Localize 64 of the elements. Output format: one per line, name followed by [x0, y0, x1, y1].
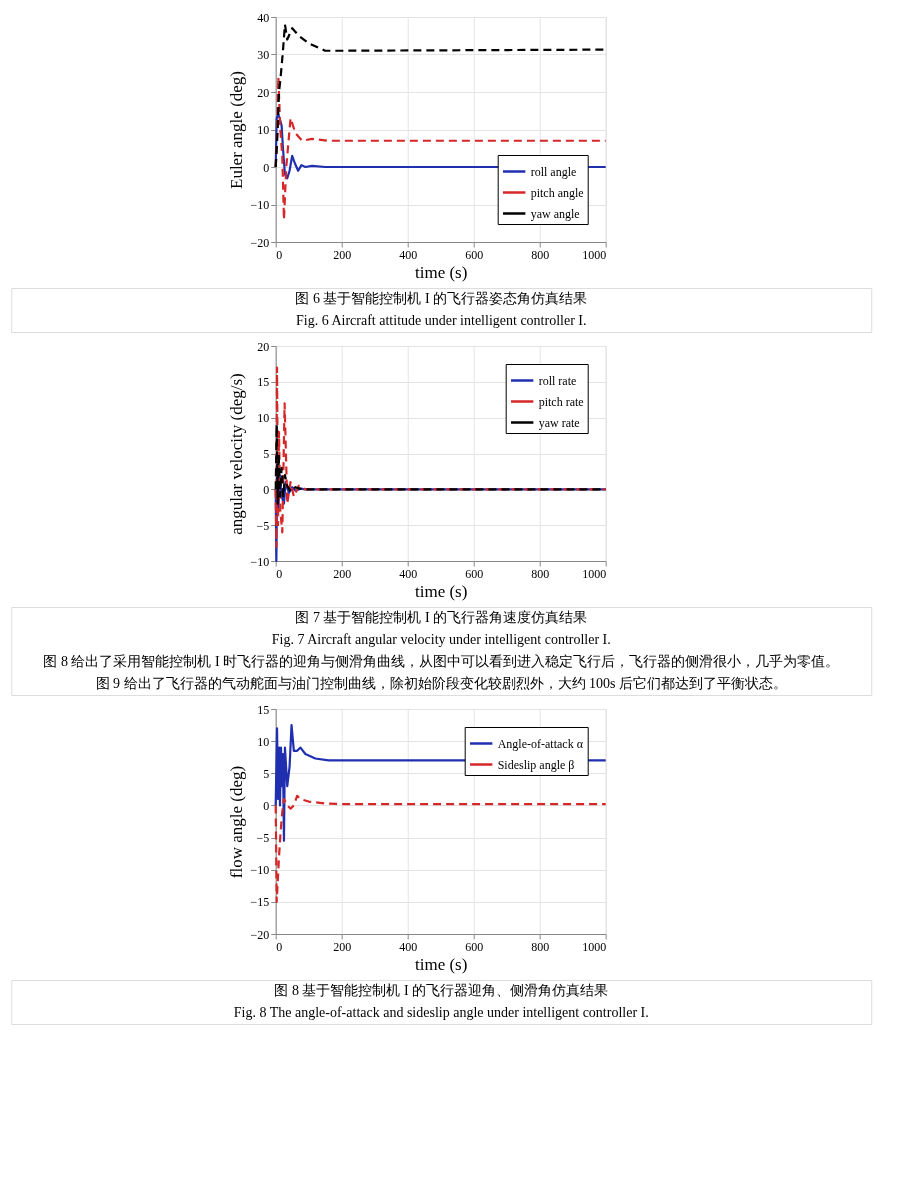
y-tick-label: 15 — [257, 375, 270, 390]
caption: Fig. 6 Aircraft attitude under intelligent controller I. — [296, 313, 587, 328]
y-tick-label: −10 — [250, 554, 270, 569]
legend-label: Sideslip angle β — [497, 757, 575, 772]
x-tick-label: 200 — [333, 939, 352, 954]
y-axis-title: Euler angle (deg) — [227, 71, 247, 189]
legend-label: Angle-of-attack α — [497, 736, 584, 751]
x-axis-title: time (s) — [415, 954, 468, 974]
y-tick-label: 0 — [263, 798, 270, 813]
y-tick-label: −5 — [256, 831, 270, 846]
x-tick-label: 600 — [465, 247, 484, 262]
y-tick-label: 0 — [263, 482, 270, 497]
x-tick-label: 400 — [399, 566, 418, 581]
x-tick-label: 400 — [399, 939, 418, 954]
y-tick-label: −20 — [250, 235, 270, 250]
caption: 图 7 基于智能控制机 I 的飞行器角速度仿真结果 — [295, 610, 588, 625]
caption: 图 6 基于智能控制机 I 的飞行器姿态角仿真结果 — [295, 291, 588, 306]
x-axis-title: time (s) — [415, 262, 468, 282]
caption: 图 8 给出了采用智能控制机 I 时飞行器的迎角与侧滑角曲线，从图中可以看到进入稳定飞行后，飞行器的侧滑很小，几乎为零值。图 9 给出了飞行器的气动舵面与油门控制曲线，除初始阶段变化较剧烈外，大约 100s 后它们都达到了平衡状态。 — [43, 654, 840, 691]
y-tick-label: 30 — [257, 48, 270, 62]
line-series — [274, 794, 607, 903]
x-tick-label: 1000 — [582, 566, 607, 581]
x-axis-title: time (s) — [415, 581, 468, 601]
x-tick-label: 0 — [276, 247, 283, 262]
x-tick-label: 800 — [531, 939, 550, 954]
y-axis-title: flow angle (deg) — [227, 765, 247, 879]
x-tick-label: 1000 — [582, 247, 607, 262]
x-tick-label: 200 — [333, 566, 352, 581]
y-tick-label: 0 — [263, 160, 270, 175]
caption: Fig. 7 Aircraft angular velocity under intelligent controller I. — [271, 632, 611, 647]
legend-label: yaw angle — [530, 206, 580, 221]
y-tick-label: −15 — [250, 895, 270, 910]
x-tick-label: 800 — [531, 247, 550, 262]
y-tick-label: 20 — [257, 85, 270, 100]
y-tick-label: 20 — [257, 339, 270, 354]
legend-label: yaw rate — [538, 415, 580, 430]
y-tick-label: 15 — [257, 702, 270, 717]
y-tick-label: 10 — [257, 734, 270, 749]
x-tick-label: 1000 — [582, 939, 607, 954]
legend-label: roll angle — [530, 164, 577, 179]
y-tick-label: 40 — [257, 10, 270, 25]
y-tick-label: −20 — [250, 927, 270, 942]
y-tick-label: 5 — [263, 447, 270, 461]
x-tick-label: 200 — [333, 247, 352, 262]
y-tick-label: −5 — [256, 518, 270, 533]
y-axis-title: angular velocity (deg/s) — [227, 373, 247, 535]
caption: Fig. 8 The angle-of-attack and sideslip angle under intelligent controller I. — [233, 1005, 649, 1020]
y-tick-label: 5 — [263, 766, 270, 781]
y-tick-label: −10 — [250, 198, 270, 212]
x-tick-label: 800 — [531, 566, 550, 581]
x-tick-label: 0 — [276, 566, 283, 581]
line-series — [274, 366, 607, 548]
y-tick-label: 10 — [257, 123, 270, 137]
y-tick-label: −10 — [250, 863, 270, 878]
y-tick-label: 10 — [257, 411, 270, 426]
legend-label: pitch angle — [530, 185, 584, 200]
x-tick-label: 600 — [465, 566, 484, 581]
x-tick-label: 400 — [399, 247, 418, 262]
caption: 图 8 基于智能控制机 I 的飞行器迎角、侧滑角仿真结果 — [274, 983, 609, 998]
legend-label: roll rate — [538, 373, 577, 388]
legend-label: pitch rate — [538, 394, 584, 409]
line-series — [274, 75, 607, 221]
x-tick-label: 0 — [276, 939, 283, 954]
x-tick-label: 600 — [465, 939, 484, 954]
